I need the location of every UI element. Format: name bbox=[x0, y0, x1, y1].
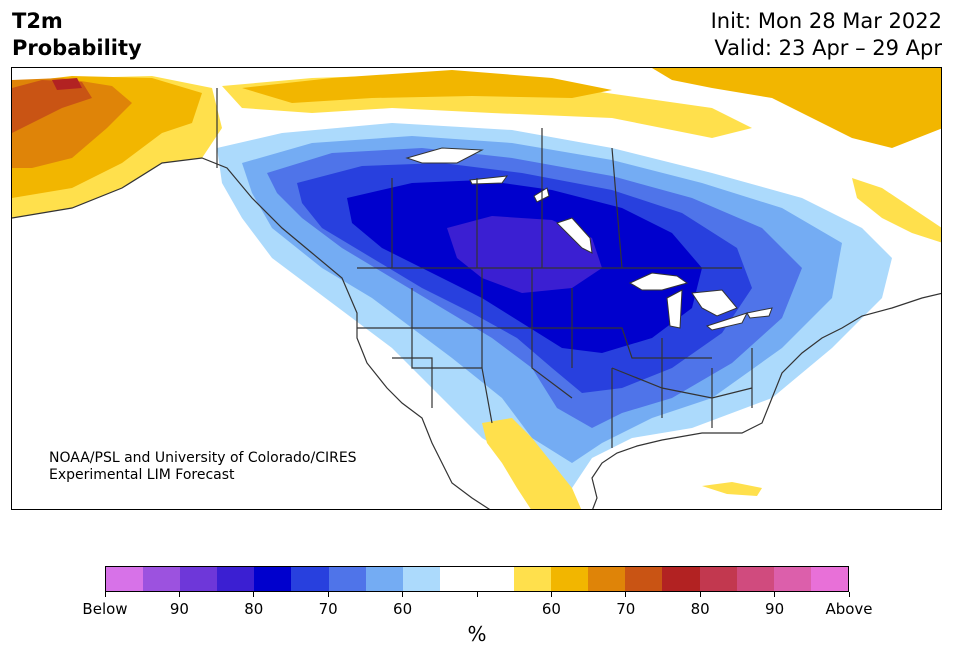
colorbar-segment bbox=[254, 567, 292, 591]
credit-line-org: NOAA/PSL and University of Colorado/CIRE… bbox=[49, 450, 357, 466]
colorbar-tick-mark bbox=[253, 592, 255, 597]
colorbar-tick-mark bbox=[104, 592, 106, 597]
colorbar-tick-mark bbox=[774, 592, 776, 597]
greenland-warm-mid bbox=[652, 68, 941, 148]
colorbar-segment bbox=[699, 567, 737, 591]
colorbar-segment bbox=[476, 567, 515, 591]
colorbar-segment bbox=[439, 567, 477, 591]
colorbar-segment bbox=[291, 567, 329, 591]
colorbar-tick-mark bbox=[402, 592, 404, 597]
credit-line-product: Experimental LIM Forecast bbox=[49, 467, 235, 483]
colorbar-segment bbox=[514, 567, 552, 591]
great-lakes bbox=[405, 147, 773, 331]
boundaries bbox=[12, 88, 941, 509]
colorbar-segment bbox=[143, 567, 181, 591]
colorbar-segment bbox=[106, 567, 144, 591]
colorbar-segment bbox=[551, 567, 589, 591]
colorbar-tick-label: 60 bbox=[393, 600, 413, 618]
colorbar-tick-mark bbox=[699, 592, 701, 597]
colorbar-tick-label: Below bbox=[82, 600, 128, 618]
forecast-dates: Init: Mon 28 Mar 2022 Valid: 23 Apr – 29… bbox=[711, 8, 942, 62]
valid-date: Valid: 23 Apr – 29 Apr bbox=[714, 36, 942, 60]
colorbar-segment bbox=[402, 567, 440, 591]
colorbar-segment bbox=[736, 567, 774, 591]
title-line-variable: T2m bbox=[12, 9, 63, 33]
colorbar-tick-label: 90 bbox=[765, 600, 785, 618]
init-date: Init: Mon 28 Mar 2022 bbox=[710, 9, 942, 33]
colorbar-segment bbox=[588, 567, 626, 591]
colorbar-segment bbox=[328, 567, 366, 591]
probability-map bbox=[12, 68, 941, 509]
colorbar-tick-label: 70 bbox=[318, 600, 338, 618]
colorbar-segment bbox=[365, 567, 403, 591]
mexico-warm-light bbox=[482, 418, 582, 509]
colorbar-unit-label: % bbox=[467, 622, 487, 646]
colorbar-tick-mark bbox=[476, 592, 478, 597]
map-panel bbox=[11, 67, 942, 510]
colorbar-tick-label: 80 bbox=[244, 600, 264, 618]
alaska-warm-deep bbox=[12, 80, 92, 133]
cuba-warm-light bbox=[702, 482, 762, 496]
colorbar-tick-mark bbox=[178, 592, 180, 597]
colorbar-tick-label: 80 bbox=[690, 600, 710, 618]
colorbar-tick-label: 90 bbox=[169, 600, 189, 618]
colorbar-segment bbox=[810, 567, 848, 591]
colorbar-tick-label: 70 bbox=[616, 600, 636, 618]
colorbar-tick-label: Above bbox=[825, 600, 873, 618]
title-line-metric: Probability bbox=[12, 36, 142, 60]
colorbar-tick-mark bbox=[625, 592, 627, 597]
colorbar-segment bbox=[625, 567, 663, 591]
alaska-warm-extreme bbox=[52, 78, 82, 90]
colorbar-segment bbox=[180, 567, 218, 591]
colorbar-tick-label: 60 bbox=[541, 600, 561, 618]
map-credit: NOAA/PSL and University of Colorado/CIRE… bbox=[49, 450, 357, 484]
labrador-warm-light bbox=[852, 178, 941, 243]
colorbar-segment bbox=[662, 567, 700, 591]
colorbar-segment bbox=[773, 567, 811, 591]
cold-extreme-region bbox=[447, 216, 602, 293]
probability-colorbar bbox=[105, 566, 849, 592]
map-title: T2m Probability bbox=[12, 8, 142, 62]
colorbar-tick-mark bbox=[848, 592, 850, 597]
arctic-warm-mid bbox=[242, 70, 612, 103]
colorbar-tick-mark bbox=[550, 592, 552, 597]
colorbar-segment bbox=[217, 567, 255, 591]
colorbar-tick-mark bbox=[327, 592, 329, 597]
